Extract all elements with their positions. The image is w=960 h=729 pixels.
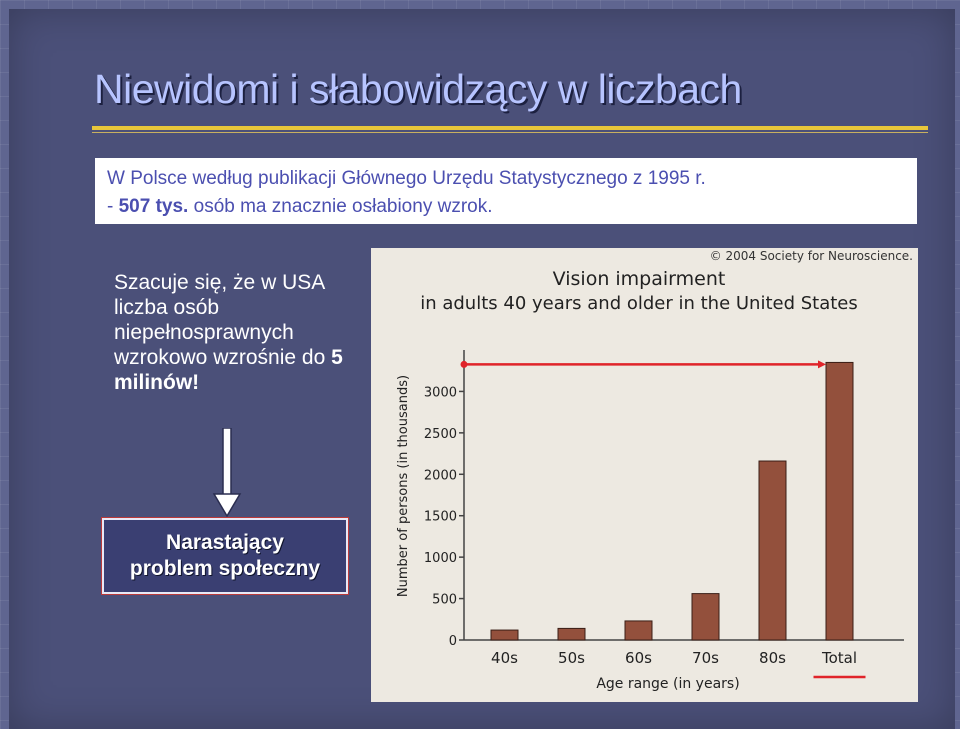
title-underline bbox=[92, 126, 928, 130]
x-tick-label: 60s bbox=[625, 649, 652, 667]
chart-title-2: in adults 40 years and older in the Unit… bbox=[420, 293, 858, 314]
info-line-2-suffix: osób ma znacznie osłabiony wzrok. bbox=[188, 196, 493, 217]
info-line-2-bold: 507 tys. bbox=[118, 196, 189, 217]
info-line-2: - 507 tys. osób ma znacznie osłabiony wz… bbox=[107, 196, 493, 218]
info-line-1: W Polsce według publikacji Głównego Urzę… bbox=[107, 168, 706, 189]
cta-line-1: Narastający bbox=[166, 531, 284, 554]
side-text-main: Szacuje się, że w USA liczba osób niepeł… bbox=[114, 271, 332, 369]
bar-60s bbox=[624, 620, 653, 641]
y-tick-label: 0 bbox=[449, 634, 457, 649]
chart-xlabel: Age range (in years) bbox=[596, 676, 739, 692]
y-tick-label: 2000 bbox=[424, 468, 457, 483]
chart-ylabel: Number of persons (in thousands) bbox=[396, 375, 411, 597]
bar-total bbox=[825, 361, 854, 641]
x-tick-label: 70s bbox=[692, 649, 719, 667]
bar-80s bbox=[758, 460, 787, 641]
y-tick-label: 3000 bbox=[424, 385, 457, 400]
x-tick-label: 40s bbox=[491, 649, 518, 667]
info-box: W Polsce według publikacji Głównego Urzę… bbox=[95, 158, 917, 224]
y-tick-label: 1000 bbox=[424, 551, 457, 566]
y-tick-label: 1500 bbox=[424, 510, 457, 525]
cta-line-2: problem społeczny bbox=[129, 557, 321, 580]
highlight-arrow-head bbox=[818, 360, 826, 369]
x-tick-label: 80s bbox=[759, 649, 786, 667]
side-text: Szacuje się, że w USA liczba osób niepeł… bbox=[114, 270, 364, 395]
y-tick-label: 2500 bbox=[424, 427, 457, 442]
chart-copyright: © 2004 Society for Neuroscience. bbox=[710, 249, 913, 263]
cta-box: Narastający problem społeczny bbox=[102, 518, 348, 594]
slide-title: Niewidomi i słabowidzący w liczbach bbox=[94, 66, 742, 112]
x-tick-label: Total bbox=[821, 649, 857, 667]
side-text-bold: 5 milinów! bbox=[114, 346, 343, 394]
bar-50s bbox=[557, 627, 586, 641]
down-arrow-icon bbox=[212, 427, 242, 518]
x-tick-label: 50s bbox=[558, 649, 585, 667]
y-tick-label: 500 bbox=[432, 593, 457, 608]
bar-70s bbox=[691, 593, 720, 641]
vision-chart: © 2004 Society for Neuroscience. Vision … bbox=[396, 249, 913, 692]
chart-panel: © 2004 Society for Neuroscience. Vision … bbox=[371, 248, 918, 702]
title-underline-thin bbox=[92, 132, 928, 133]
info-line-2-prefix: - bbox=[107, 196, 119, 217]
bar-40s bbox=[490, 629, 519, 641]
chart-title-1: Vision impairment bbox=[553, 268, 726, 290]
